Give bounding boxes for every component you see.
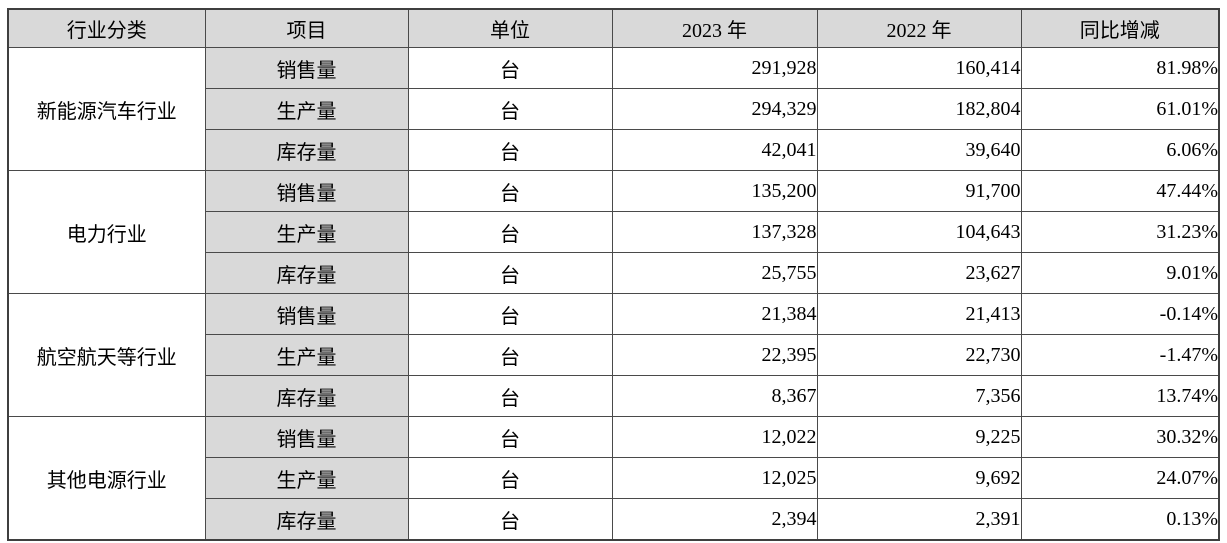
table-row: 电力行业 销售量 台 135,200 91,700 47.44% — [7, 170, 1220, 294]
value-2023-cell: 12,025 — [611, 457, 818, 499]
item-cell: 销售量 — [204, 416, 409, 458]
table-row: 其他电源行业 销售量 台 12,022 9,225 30.32% — [7, 416, 1220, 541]
item-cell: 生产量 — [204, 88, 409, 130]
value-2023-cell: 42,041 — [611, 129, 818, 171]
value-2023-cell: 22,395 — [611, 334, 818, 376]
yoy-cell: 61.01% — [1020, 88, 1220, 130]
value-2022-cell: 160,414 — [816, 47, 1022, 89]
value-2022-cell: 7,356 — [816, 375, 1022, 417]
unit-cell: 台 — [407, 375, 613, 417]
table-row: 生产量 台 22,395 22,730 -1.47% — [8, 334, 1220, 376]
industry-cell: 其他电源行业 — [7, 416, 206, 541]
unit-cell: 台 — [407, 334, 613, 376]
unit-cell: 台 — [407, 293, 613, 335]
header-unit: 单位 — [407, 8, 613, 48]
table-header-row: 行业分类 项目 单位 2023 年 2022 年 同比增减 — [7, 8, 1220, 48]
industry-production-sales-table: 行业分类 项目 单位 2023 年 2022 年 同比增减 新能源汽车行业 销售… — [7, 8, 1220, 541]
yoy-cell: 30.32% — [1020, 416, 1220, 458]
item-cell: 库存量 — [204, 498, 409, 541]
header-item: 项目 — [204, 8, 409, 48]
value-2022-cell: 9,692 — [816, 457, 1022, 499]
unit-cell: 台 — [407, 170, 613, 212]
value-2023-cell: 135,200 — [611, 170, 818, 212]
value-2023-cell: 25,755 — [611, 252, 818, 294]
unit-cell: 台 — [407, 498, 613, 541]
yoy-cell: 0.13% — [1020, 498, 1220, 541]
value-2023-cell: 137,328 — [611, 211, 818, 253]
unit-cell: 台 — [407, 47, 613, 89]
value-2022-cell: 91,700 — [816, 170, 1022, 212]
value-2023-cell: 8,367 — [611, 375, 818, 417]
header-2022: 2022 年 — [816, 8, 1022, 48]
value-2022-cell: 23,627 — [816, 252, 1022, 294]
item-cell: 库存量 — [204, 375, 409, 417]
unit-cell: 台 — [407, 211, 613, 253]
header-yoy: 同比增减 — [1020, 8, 1220, 48]
table-row: 生产量 台 294,329 182,804 61.01% — [8, 88, 1220, 130]
value-2023-cell: 12,022 — [611, 416, 818, 458]
yoy-cell: 24.07% — [1020, 457, 1220, 499]
yoy-cell: 47.44% — [1020, 170, 1220, 212]
table-row: 库存量 台 2,394 2,391 0.13% — [8, 498, 1220, 541]
item-cell: 生产量 — [204, 211, 409, 253]
industry-cell: 航空航天等行业 — [7, 293, 206, 417]
yoy-cell: 13.74% — [1020, 375, 1220, 417]
table-row: 库存量 台 8,367 7,356 13.74% — [8, 375, 1220, 417]
item-cell: 库存量 — [204, 129, 409, 171]
table-row: 库存量 台 25,755 23,627 9.01% — [8, 252, 1220, 294]
unit-cell: 台 — [407, 252, 613, 294]
value-2023-cell: 21,384 — [611, 293, 818, 335]
industry-cell: 电力行业 — [7, 170, 206, 294]
table-row: 库存量 台 42,041 39,640 6.06% — [8, 129, 1220, 171]
value-2022-cell: 182,804 — [816, 88, 1022, 130]
value-2023-cell: 294,329 — [611, 88, 818, 130]
table-row: 生产量 台 137,328 104,643 31.23% — [8, 211, 1220, 253]
unit-cell: 台 — [407, 457, 613, 499]
item-cell: 库存量 — [204, 252, 409, 294]
yoy-cell: 9.01% — [1020, 252, 1220, 294]
item-cell: 销售量 — [204, 170, 409, 212]
item-cell: 生产量 — [204, 334, 409, 376]
value-2022-cell: 9,225 — [816, 416, 1022, 458]
item-cell: 生产量 — [204, 457, 409, 499]
unit-cell: 台 — [407, 416, 613, 458]
industry-cell: 新能源汽车行业 — [7, 47, 206, 171]
yoy-cell: 6.06% — [1020, 129, 1220, 171]
value-2023-cell: 2,394 — [611, 498, 818, 541]
value-2023-cell: 291,928 — [611, 47, 818, 89]
table-row: 生产量 台 12,025 9,692 24.07% — [8, 457, 1220, 499]
header-industry: 行业分类 — [7, 8, 206, 48]
yoy-cell: 81.98% — [1020, 47, 1220, 89]
item-cell: 销售量 — [204, 293, 409, 335]
value-2022-cell: 2,391 — [816, 498, 1022, 541]
value-2022-cell: 39,640 — [816, 129, 1022, 171]
table-row: 航空航天等行业 销售量 台 21,384 21,413 -0.14% — [7, 293, 1220, 417]
item-cell: 销售量 — [204, 47, 409, 89]
table-row: 新能源汽车行业 销售量 台 291,928 160,414 81.98% — [7, 47, 1220, 171]
value-2022-cell: 21,413 — [816, 293, 1022, 335]
yoy-cell: 31.23% — [1020, 211, 1220, 253]
header-2023: 2023 年 — [611, 8, 818, 48]
value-2022-cell: 104,643 — [816, 211, 1022, 253]
unit-cell: 台 — [407, 88, 613, 130]
yoy-cell: -0.14% — [1020, 293, 1220, 335]
yoy-cell: -1.47% — [1020, 334, 1220, 376]
value-2022-cell: 22,730 — [816, 334, 1022, 376]
unit-cell: 台 — [407, 129, 613, 171]
